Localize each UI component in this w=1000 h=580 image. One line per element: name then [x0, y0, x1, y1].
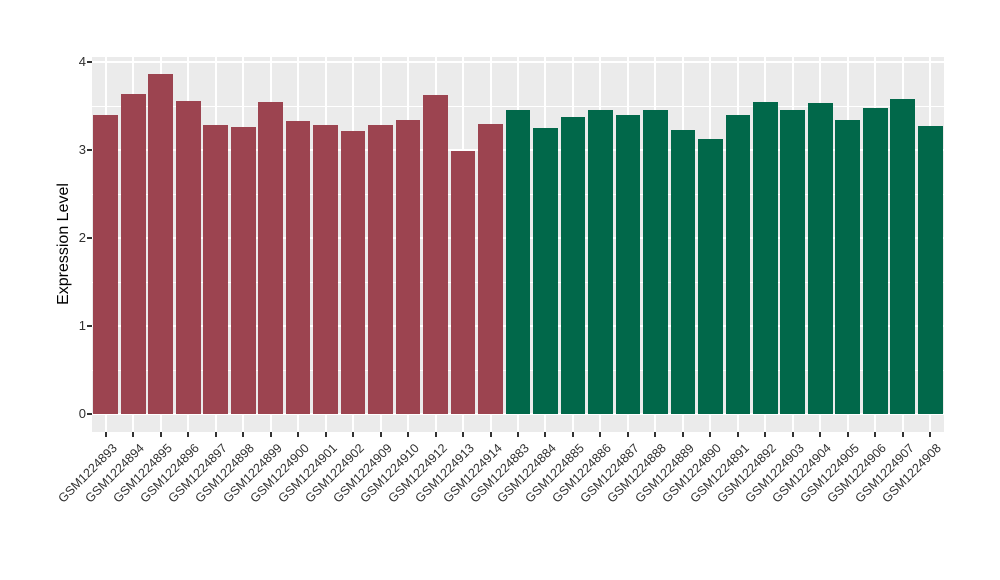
- bar-GSM1224913: [450, 150, 476, 414]
- x-tick-mark-GSM1224905: [846, 432, 849, 437]
- x-tick-mark-GSM1224896: [187, 432, 190, 437]
- x-tick-mark-GSM1224907: [901, 432, 904, 437]
- bar-GSM1224901: [313, 125, 338, 414]
- bar-GSM1224888: [643, 110, 668, 414]
- x-tick-mark-GSM1224912: [434, 432, 437, 437]
- x-tick-mark-GSM1224899: [269, 432, 272, 437]
- x-tick-mark-GSM1224908: [929, 432, 932, 437]
- x-tick-mark-GSM1224910: [407, 432, 410, 437]
- x-tick-mark-GSM1224895: [159, 432, 162, 437]
- bar-GSM1224886: [588, 110, 613, 414]
- bar-GSM1224899: [258, 102, 283, 414]
- bar-GSM1224884: [533, 128, 558, 414]
- bar-GSM1224903: [780, 109, 806, 414]
- bar-GSM1224902: [340, 130, 366, 414]
- x-tick-mark-GSM1224898: [242, 432, 245, 437]
- bar-GSM1224898: [230, 127, 256, 414]
- bar-GSM1224906: [862, 107, 888, 414]
- plot-panel: [92, 57, 944, 432]
- bar-GSM1224908: [917, 126, 943, 414]
- y-tick-label-3: 3: [78, 142, 86, 157]
- x-tick-mark-GSM1224891: [736, 432, 739, 437]
- x-tick-mark-GSM1224900: [297, 432, 300, 437]
- y-tick-mark-3: [87, 149, 92, 151]
- y-tick-mark-0: [87, 413, 92, 415]
- bar-GSM1224890: [698, 139, 723, 414]
- x-tick-mark-GSM1224883: [517, 432, 519, 437]
- x-tick-mark-GSM1224885: [571, 432, 574, 437]
- x-tick-mark-GSM1224893: [104, 432, 107, 437]
- x-tick-mark-GSM1224884: [544, 432, 547, 437]
- x-tick-mark-GSM1224904: [819, 432, 822, 437]
- x-tick-mark-GSM1224894: [132, 432, 135, 437]
- y-tick-label-4: 4: [78, 54, 86, 69]
- x-tick-mark-GSM1224887: [626, 432, 629, 437]
- x-tick-mark-GSM1224914: [489, 432, 492, 437]
- x-tick-mark-GSM1224888: [654, 432, 657, 437]
- bar-GSM1224883: [505, 109, 531, 414]
- bar-GSM1224912: [423, 95, 448, 414]
- bar-GSM1224895: [148, 74, 174, 414]
- y-tick-label-2: 2: [78, 230, 86, 245]
- bar-GSM1224905: [835, 120, 861, 414]
- y-tick-label-1: 1: [78, 318, 86, 333]
- bar-GSM1224891: [725, 114, 751, 414]
- x-tick-mark-GSM1224901: [324, 432, 327, 437]
- bar-GSM1224896: [175, 100, 201, 414]
- x-tick-mark-GSM1224886: [599, 432, 602, 437]
- bar-GSM1224914: [478, 123, 503, 414]
- bar-GSM1224910: [395, 120, 421, 414]
- x-tick-mark-GSM1224909: [379, 432, 382, 437]
- bar-GSM1224889: [670, 129, 696, 414]
- bar-GSM1224885: [560, 116, 586, 414]
- bar-GSM1224894: [120, 93, 146, 414]
- x-tick-mark-GSM1224913: [462, 432, 465, 437]
- bar-GSM1224900: [285, 120, 311, 414]
- bar-GSM1224897: [203, 125, 229, 414]
- x-tick-mark-GSM1224890: [709, 432, 712, 437]
- y-tick-mark-4: [87, 61, 92, 63]
- bar-GSM1224907: [890, 98, 916, 414]
- y-tick-mark-2: [87, 237, 92, 239]
- x-tick-mark-GSM1224906: [874, 432, 877, 437]
- bar-GSM1224893: [93, 114, 119, 414]
- x-tick-mark-GSM1224903: [791, 432, 794, 437]
- x-tick-mark-GSM1224902: [352, 432, 355, 437]
- x-tick-mark-GSM1224897: [214, 432, 217, 437]
- x-tick-mark-GSM1224892: [764, 432, 767, 437]
- x-tick-mark-GSM1224889: [681, 432, 684, 437]
- bar-GSM1224909: [368, 125, 393, 414]
- bar-GSM1224904: [807, 103, 833, 414]
- bar-GSM1224887: [615, 114, 641, 414]
- y-tick-mark-1: [87, 325, 92, 327]
- bar-GSM1224892: [752, 102, 778, 414]
- y-tick-label-0: 0: [78, 406, 86, 421]
